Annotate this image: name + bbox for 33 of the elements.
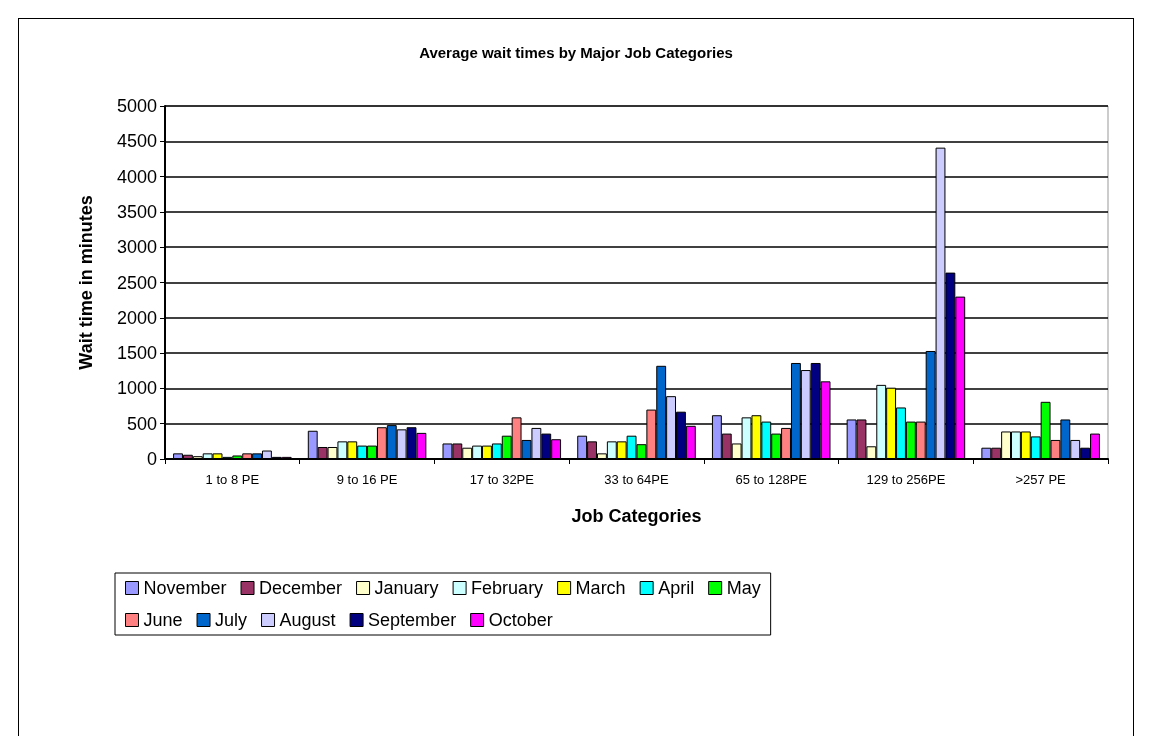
x-tick-label: >257 PE xyxy=(1015,472,1067,487)
legend-label: July xyxy=(215,610,248,630)
y-tick-label: 500 xyxy=(126,413,157,434)
y-tick-label: 1500 xyxy=(116,343,157,364)
legend-label: November xyxy=(143,578,227,598)
x-tick-label: 1 to 8 PE xyxy=(205,472,260,487)
legend-label: October xyxy=(488,610,553,630)
legend-label: August xyxy=(279,610,336,630)
legend-label: June xyxy=(143,610,183,630)
legend-label: December xyxy=(259,578,343,598)
y-tick-label: 2500 xyxy=(116,272,157,293)
y-tick-label: 5000 xyxy=(116,96,157,116)
y-tick-label: 3000 xyxy=(116,237,157,258)
y-tick-label: 4500 xyxy=(116,131,157,152)
y-axis-title: Wait time in minutes xyxy=(76,195,96,370)
legend-label: September xyxy=(368,610,457,630)
legend-label: April xyxy=(658,578,695,598)
legend-label: May xyxy=(726,578,761,598)
x-tick-label: 17 to 32PE xyxy=(469,472,535,487)
y-tick-label: 1000 xyxy=(116,378,157,399)
legend-label: February xyxy=(471,578,544,598)
y-tick-label: 4000 xyxy=(116,166,157,187)
chart-title: Average wait times by Major Job Categories xyxy=(419,44,733,61)
x-tick-label: 9 to 16 PE xyxy=(336,472,398,487)
x-tick-label: 129 to 256PE xyxy=(866,472,946,487)
x-axis-title: Job Categories xyxy=(571,506,702,526)
y-tick-label: 3500 xyxy=(116,201,157,222)
y-tick-label: 0 xyxy=(146,449,157,469)
y-tick-label: 2000 xyxy=(116,307,157,328)
legend-label: January xyxy=(374,578,439,598)
x-tick-label: 33 to 64PE xyxy=(604,472,669,487)
x-tick-label: 65 to 128PE xyxy=(735,472,808,487)
legend-label: March xyxy=(575,578,626,598)
